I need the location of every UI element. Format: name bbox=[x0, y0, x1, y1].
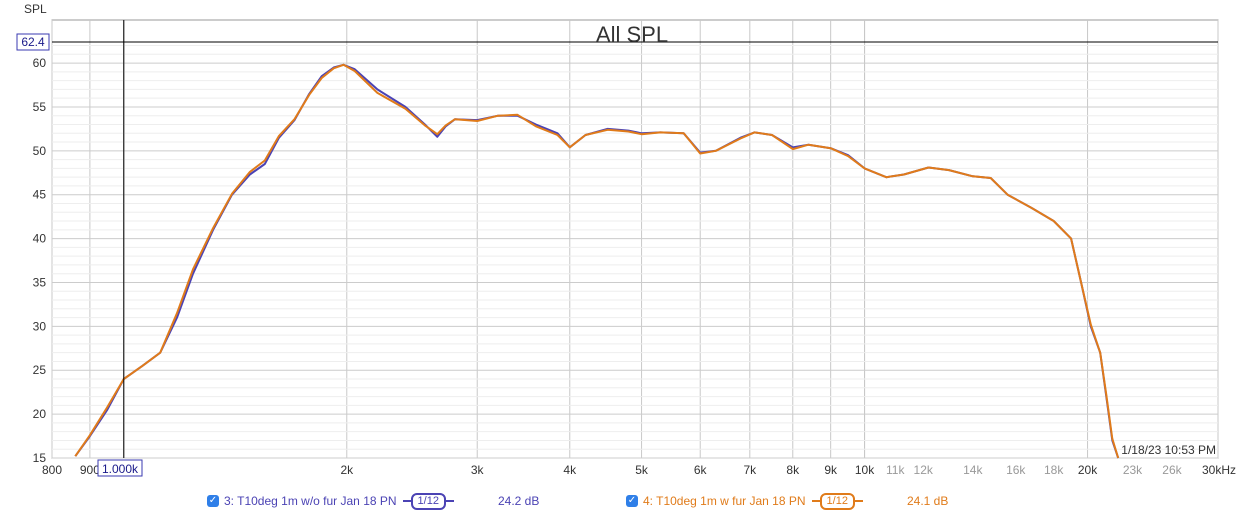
y-tick-label: 15 bbox=[33, 451, 47, 465]
y-tick-label: 45 bbox=[33, 188, 47, 202]
x-tick-label: 800 bbox=[42, 463, 62, 477]
y-axis-label: SPL bbox=[24, 2, 47, 16]
chart-title: All SPL bbox=[596, 22, 668, 47]
y-tick-label: 20 bbox=[33, 407, 47, 421]
series-layer bbox=[74, 63, 1120, 459]
x-tick-label: 5k bbox=[635, 463, 649, 477]
cursor-crosshair[interactable]: 62.4 1.000k bbox=[16, 20, 1218, 477]
series-2-label: 4: T10deg 1m w fur Jan 18 PN bbox=[643, 494, 806, 508]
series-2-level: 24.1 dB bbox=[906, 494, 949, 508]
cursor-y-readout-box bbox=[16, 33, 50, 51]
x-tick-label: 11k bbox=[886, 463, 905, 477]
cursor-x-readout-box bbox=[97, 459, 143, 477]
y-tick-label: 40 bbox=[33, 232, 47, 246]
series-line-2 bbox=[74, 63, 1120, 459]
legend-item-1[interactable]: ✓ 3: T10deg 1m w/o fur Jan 18 PN 1/12 24… bbox=[207, 492, 539, 510]
x-tick-label: 3k bbox=[471, 463, 485, 477]
x-tick-label: 7k bbox=[743, 463, 757, 477]
y-tick-label: 50 bbox=[33, 144, 47, 158]
series-2-smoothing[interactable]: 1/12 bbox=[811, 492, 863, 510]
x-tick-label: 18k bbox=[1044, 463, 1064, 477]
y-tick-label: 35 bbox=[33, 275, 47, 289]
x-tick-label: 20k bbox=[1078, 463, 1098, 477]
x-tick-label: 10k bbox=[855, 463, 875, 477]
x-tick-label: 16k bbox=[1006, 463, 1026, 477]
cursor-y-readout: 62.4 bbox=[21, 35, 45, 49]
cursor-x-readout: 1.000k bbox=[102, 462, 139, 476]
series-2-checkbox[interactable]: ✓ bbox=[626, 495, 638, 507]
y-tick-label: 60 bbox=[33, 56, 47, 70]
x-tick-label: 14k bbox=[963, 463, 983, 477]
tick-labels: 15 20 25 30 35 40 45 50 55 60 800 900 2k 3k 4k 5k 6k 7k 8k… bbox=[33, 56, 1236, 477]
series-2-smoothing-value: 1/12 bbox=[819, 492, 855, 510]
x-tick-label: 12k bbox=[914, 463, 934, 477]
x-tick-label: 4k bbox=[563, 463, 577, 477]
x-tick-label: 23k bbox=[1123, 463, 1143, 477]
series-1-smoothing-value: 1/12 bbox=[410, 492, 446, 510]
x-tick-label: 6k bbox=[694, 463, 708, 477]
series-1-smoothing[interactable]: 1/12 bbox=[402, 492, 454, 510]
x-tick-label: 8k bbox=[786, 463, 800, 477]
x-tick-label: 26k bbox=[1162, 463, 1182, 477]
timestamp: 1/18/23 10:53 PM bbox=[1121, 443, 1216, 457]
series-1-checkbox[interactable]: ✓ bbox=[207, 495, 219, 507]
y-tick-label: 30 bbox=[33, 319, 47, 333]
x-tick-label: 9k bbox=[824, 463, 838, 477]
y-tick-label: 25 bbox=[33, 363, 47, 377]
x-tick-label: 900 bbox=[80, 463, 100, 477]
x-tick-label: 30kHz bbox=[1202, 463, 1236, 477]
y-tick-label: 55 bbox=[33, 100, 47, 114]
x-tick-label: 2k bbox=[340, 463, 354, 477]
series-1-level: 24.2 dB bbox=[497, 494, 540, 508]
series-1-label: 3: T10deg 1m w/o fur Jan 18 PN bbox=[224, 494, 397, 508]
grid-lines bbox=[51, 20, 1219, 459]
legend-item-2[interactable]: ✓ 4: T10deg 1m w fur Jan 18 PN 1/12 24.1… bbox=[626, 492, 948, 510]
